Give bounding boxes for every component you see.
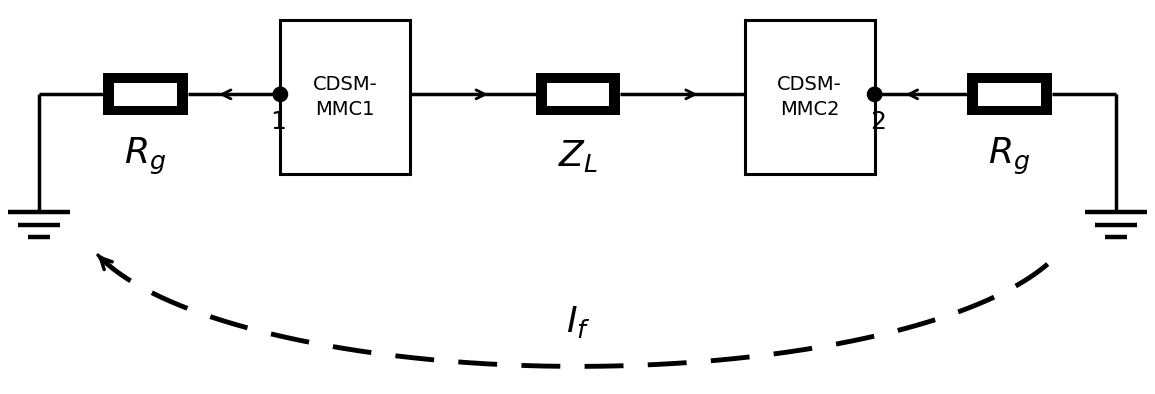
Bar bbox=[967, 73, 1052, 115]
Circle shape bbox=[274, 87, 288, 102]
Text: 2: 2 bbox=[870, 110, 886, 134]
Bar bbox=[745, 20, 874, 174]
Text: $R_g$: $R_g$ bbox=[989, 136, 1030, 177]
Bar bbox=[546, 83, 610, 106]
Bar bbox=[103, 73, 188, 115]
Bar bbox=[281, 20, 410, 174]
Text: CDSM-
MMC2: CDSM- MMC2 bbox=[777, 75, 842, 119]
Circle shape bbox=[867, 87, 881, 102]
Text: $I_f$: $I_f$ bbox=[566, 303, 590, 340]
Bar bbox=[114, 83, 177, 106]
Text: $Z_L$: $Z_L$ bbox=[558, 138, 598, 174]
Text: 1: 1 bbox=[270, 110, 286, 134]
Bar bbox=[978, 83, 1041, 106]
Bar bbox=[536, 73, 620, 115]
Text: $R_g$: $R_g$ bbox=[125, 136, 166, 177]
Text: CDSM-
MMC1: CDSM- MMC1 bbox=[313, 75, 378, 119]
